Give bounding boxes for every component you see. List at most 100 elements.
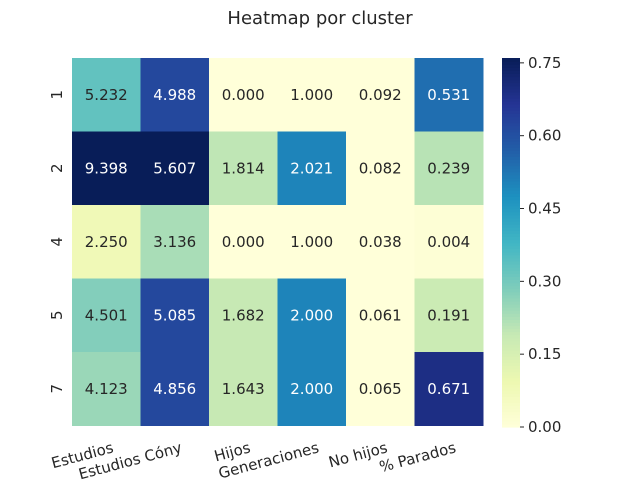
colorbar-segment	[502, 423, 520, 428]
colorbar-segment	[502, 94, 520, 99]
colorbar-segment	[502, 85, 520, 90]
colorbar-segment	[502, 374, 520, 379]
colorbar-segment	[502, 165, 520, 170]
colorbar-segment	[502, 122, 520, 127]
heatmap-cell-value: 0.239	[427, 159, 470, 177]
colorbar-segment	[502, 134, 520, 139]
colorbar-segment	[502, 343, 520, 348]
heatmap-cell-value: 2.250	[85, 233, 128, 251]
heatmap-cell	[414, 131, 484, 206]
colorbar-segment	[502, 270, 520, 274]
y-tick-label: 5	[48, 310, 66, 320]
heatmap-cell-value: 1.000	[290, 233, 333, 251]
colorbar-segment	[502, 116, 520, 121]
colorbar-segment	[502, 365, 520, 370]
heatmap-cell	[209, 352, 278, 426]
y-tick-label: 1	[48, 90, 66, 100]
heatmap-cell-value: 5.085	[153, 306, 196, 324]
colorbar-tick-label: 0.30	[528, 272, 561, 290]
colorbar-segment	[502, 359, 520, 364]
colorbar-segment	[502, 230, 520, 234]
heatmap-cell-value: 4.501	[85, 306, 128, 324]
colorbar-segment	[502, 248, 520, 253]
colorbar-segment	[502, 101, 520, 105]
heatmap-cell	[414, 58, 484, 132]
heatmap-cell-value: 0.082	[359, 159, 402, 177]
heatmap-cell-labels: 5.232 4.988 0.000 1.000 0.092 0.531 9.398 5.607…	[85, 86, 470, 398]
colorbar-segment	[502, 150, 520, 154]
heatmap-cell-value: 0.671	[427, 380, 470, 398]
colorbar-segment	[502, 377, 520, 382]
heatmap-cell	[346, 131, 415, 206]
y-axis-tick-labels: 1 2 4 5 7	[48, 90, 66, 394]
y-tick-label: 2	[48, 163, 66, 173]
heatmap-cell-value: 3.136	[153, 233, 196, 251]
colorbar-segment	[502, 304, 520, 308]
colorbar-tick-label: 0.75	[528, 54, 561, 72]
heatmap-cell-value: 0.000	[222, 86, 265, 104]
colorbar-segment	[502, 417, 520, 422]
colorbar-segment	[502, 396, 520, 400]
heatmap-cell-value: 1.643	[222, 380, 265, 398]
colorbar-segment	[502, 383, 520, 388]
colorbar-segment	[502, 322, 520, 327]
colorbar-segment	[502, 187, 520, 191]
colorbar-segment	[502, 297, 520, 302]
colorbar-segment	[502, 58, 520, 62]
colorbar-segment	[502, 233, 520, 237]
colorbar-segment	[502, 291, 520, 296]
colorbar-segment	[502, 267, 520, 271]
heatmap-cell-value: 1.000	[290, 86, 333, 104]
colorbar-segment	[502, 356, 520, 360]
colorbar-segment	[502, 202, 520, 207]
colorbar-segment	[502, 399, 520, 403]
heatmap-cell-value: 1.682	[222, 306, 265, 324]
colorbar-segment	[502, 325, 520, 330]
colorbar-segment	[502, 82, 520, 87]
colorbar-segment	[502, 420, 520, 425]
colorbar-segment	[502, 113, 520, 118]
colorbar-segment	[502, 220, 520, 225]
colorbar-tick-label: 0.15	[528, 345, 561, 363]
heatmap-cell-value: 5.232	[85, 86, 128, 104]
heatmap-cell	[72, 278, 141, 353]
colorbar-segment	[502, 208, 520, 213]
colorbar-segment	[502, 224, 520, 228]
colorbar-segment	[502, 310, 520, 314]
colorbar-segment	[502, 245, 520, 250]
heatmap-cell-value: 5.607	[153, 159, 196, 177]
heatmap-cell-value: 4.988	[153, 86, 196, 104]
colorbar-segment	[502, 174, 520, 179]
colorbar-segment	[502, 147, 520, 151]
colorbar-segment	[502, 316, 520, 320]
colorbar-segment	[502, 119, 520, 124]
heatmap-cell-value: 0.191	[427, 306, 470, 324]
colorbar-segment	[502, 70, 520, 74]
heatmap-cells	[72, 58, 484, 426]
heatmap-cell	[414, 278, 484, 353]
heatmap-cell	[346, 205, 415, 279]
colorbar-segment	[502, 350, 520, 354]
colorbar-segment	[502, 331, 520, 336]
heatmap-cell	[277, 205, 347, 279]
heatmap-cell-value: 0.531	[427, 86, 470, 104]
colorbar-tick-label: 0.60	[528, 127, 561, 145]
colorbar-segment	[502, 414, 520, 419]
heatmap-cell	[414, 352, 484, 426]
heatmap-cell-value: 0.000	[222, 233, 265, 251]
x-tick-label: % Parados	[377, 438, 458, 476]
heatmap-cell	[140, 58, 210, 132]
colorbar-segment	[502, 319, 520, 324]
colorbar-segment	[502, 141, 520, 145]
colorbar-segment	[502, 337, 520, 342]
colorbar-segment	[502, 257, 520, 262]
colorbar-segment	[502, 110, 520, 114]
heatmap-cell-value: 0.092	[359, 86, 402, 104]
heatmap-cell	[72, 131, 141, 206]
heatmap-cell-value: 2.021	[290, 159, 333, 177]
colorbar-segment	[502, 313, 520, 317]
colorbar-segment	[502, 260, 520, 265]
heatmap-cell-value: 0.004	[427, 233, 470, 251]
heatmap-cell-value: 4.123	[85, 380, 128, 398]
